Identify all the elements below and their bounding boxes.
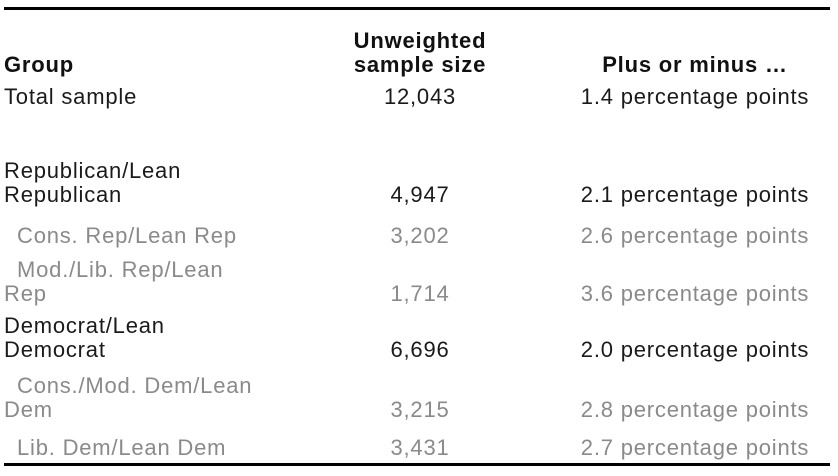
table-row-cons-mod-dem: Cons./Mod. Dem/Lean Dem 3,215 2.8 percen… [4, 362, 830, 422]
margin-value: 2.0 percentage points [580, 337, 810, 362]
sample-size-value: 3,431 [390, 435, 450, 460]
sample-size-value: 6,696 [390, 337, 450, 362]
table-row-democrat: Democrat/Lean Democrat 6,696 2.0 percent… [4, 306, 830, 362]
sample-size-value: 12,043 [383, 84, 457, 109]
table-header-row: Group Unweighted sample size Plus or min… [4, 9, 830, 80]
table-row-republican: Republican/Lean Republican 4,947 2.1 per… [4, 157, 830, 207]
spacer-cell [4, 109, 830, 157]
group-label: Total sample [4, 84, 138, 109]
group-label: Lib. Dem/Lean Dem [17, 435, 227, 460]
margin-of-error-table: Group Unweighted sample size Plus or min… [4, 7, 830, 466]
margin-value: 3.6 percentage points [580, 281, 810, 306]
group-label: Republican/Lean Republican [4, 158, 182, 207]
table-row-lib-dem: Lib. Dem/Lean Dem 3,431 2.7 percentage p… [4, 422, 830, 465]
sample-size-value: 3,202 [390, 223, 450, 248]
column-header-plus-minus: Plus or minus … [602, 52, 788, 77]
margin-value: 2.1 percentage points [580, 182, 810, 207]
table-row-mod-lib-rep: Mod./Lib. Rep/Lean Rep 1,714 3.6 percent… [4, 248, 830, 306]
spacer-row [4, 109, 830, 157]
group-label: Cons./Mod. Dem/Lean Dem [4, 373, 253, 422]
margin-of-error-page: Group Unweighted sample size Plus or min… [0, 7, 838, 476]
sample-size-value: 4,947 [390, 182, 450, 207]
margin-value: 2.6 percentage points [580, 223, 810, 248]
group-label: Cons. Rep/Lean Rep [17, 223, 237, 248]
column-header-sample-size: Unweighted sample size [353, 28, 487, 77]
sample-size-value: 3,215 [390, 397, 450, 422]
group-label: Democrat/Lean Democrat [4, 313, 165, 362]
column-header-group: Group [4, 52, 74, 77]
margin-value: 2.8 percentage points [580, 397, 810, 422]
margin-value: 1.4 percentage points [580, 84, 810, 109]
margin-value: 2.7 percentage points [580, 435, 810, 460]
table-row-cons-rep: Cons. Rep/Lean Rep 3,202 2.6 percentage … [4, 207, 830, 248]
table-row-total-sample: Total sample 12,043 1.4 percentage point… [4, 79, 830, 109]
group-label: Mod./Lib. Rep/Lean Rep [4, 257, 224, 306]
sample-size-value: 1,714 [390, 281, 450, 306]
